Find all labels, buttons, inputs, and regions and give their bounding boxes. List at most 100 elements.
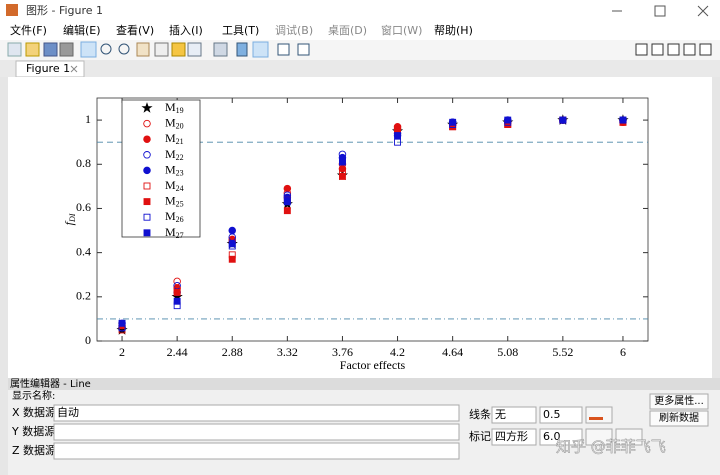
- x-tick-label: 2.88: [222, 345, 243, 359]
- y-tick-label: 0: [85, 333, 91, 347]
- legend-label: M23: [165, 162, 184, 177]
- legend-marker: [141, 102, 153, 113]
- docked-edge: [0, 77, 8, 475]
- line-color-button[interactable]: [585, 406, 613, 424]
- layout-button[interactable]: [667, 43, 680, 56]
- line-width-select[interactable]: [539, 406, 583, 424]
- field-label: Y 数据源:: [11, 424, 59, 438]
- button-label: 更多属性...: [654, 394, 704, 407]
- menu-item[interactable]: 工具(T): [222, 24, 259, 37]
- marker-edge-button[interactable]: [585, 428, 613, 446]
- marker: [173, 288, 181, 296]
- menu-item[interactable]: 查看(V): [116, 23, 154, 37]
- tool-button[interactable]: [25, 42, 40, 57]
- marker: [283, 207, 291, 215]
- tool-button[interactable]: [187, 42, 202, 57]
- legend-marker: [143, 135, 151, 143]
- field-value: 四方形: [495, 429, 528, 443]
- legend-label: M27: [165, 225, 184, 240]
- panel-title: 属性编辑器 - Line: [10, 377, 91, 390]
- legend-marker: [143, 166, 151, 175]
- marker-face-button[interactable]: [615, 428, 643, 446]
- close-button[interactable]: [697, 5, 709, 17]
- tool-button[interactable]: [154, 42, 169, 57]
- menu-item[interactable]: 编辑(E): [63, 23, 101, 37]
- layout-button[interactable]: [683, 43, 696, 56]
- legend-label: M25: [165, 193, 184, 208]
- legend-label: M22: [165, 147, 184, 162]
- menu-item[interactable]: 桌面(D): [328, 24, 367, 37]
- marker: [228, 255, 236, 263]
- maximize-button[interactable]: [654, 5, 666, 17]
- tool-button[interactable]: [136, 42, 150, 57]
- marker: [173, 297, 181, 305]
- menu-item[interactable]: 调试(B): [275, 24, 313, 37]
- tool-button[interactable]: [213, 42, 228, 57]
- layout-button[interactable]: [651, 43, 664, 56]
- more-properties-button[interactable]: [649, 393, 709, 410]
- legend-marker: [143, 151, 151, 159]
- tool-button[interactable]: [277, 43, 290, 56]
- y-source-input[interactable]: [53, 423, 460, 441]
- legend-label: M24: [165, 178, 184, 193]
- refresh-data-button[interactable]: [649, 410, 709, 427]
- field-label: X 数据源:: [12, 405, 60, 419]
- marker-size-select[interactable]: [539, 428, 583, 446]
- title-bar: [0, 0, 720, 22]
- tool-button[interactable]: [80, 41, 97, 58]
- tool-button[interactable]: [252, 41, 269, 58]
- tab-close[interactable]: [70, 65, 78, 73]
- x-tick-label: 3.76: [332, 345, 353, 359]
- line-style-select[interactable]: [491, 406, 537, 424]
- layout-button[interactable]: [635, 43, 648, 56]
- tool-button[interactable]: [43, 42, 58, 57]
- panel-header: [8, 378, 720, 390]
- layout-button[interactable]: [699, 43, 712, 56]
- marker: [504, 116, 512, 124]
- marker: [118, 319, 126, 327]
- display-name-label: 显示名称:: [12, 389, 55, 402]
- toolbar: [0, 40, 720, 60]
- field-label: 线条:: [469, 407, 495, 421]
- color-swatch: [589, 417, 603, 420]
- x-source-input[interactable]: [53, 404, 460, 422]
- marker: [559, 116, 567, 124]
- marker-select[interactable]: [491, 428, 537, 446]
- tab-strip: [0, 60, 720, 77]
- x-tick-label: 6: [620, 345, 626, 359]
- axes: 2 2.44 2.88 3.32 3.76 4.2 4.64 5.08 5.52 6 0 0.2 0.4…: [62, 97, 649, 372]
- marker: [394, 138, 401, 146]
- tool-button[interactable]: [7, 42, 22, 57]
- legend-marker: [143, 198, 151, 206]
- tool-button[interactable]: [297, 43, 310, 56]
- x-tick-label: 5.52: [552, 345, 573, 359]
- app-icon: [6, 4, 18, 16]
- tool-button[interactable]: [118, 43, 130, 55]
- marker: [338, 164, 347, 173]
- marker: [228, 240, 236, 248]
- z-source-input[interactable]: [53, 442, 460, 460]
- marker: [338, 158, 346, 166]
- y-tick-label: 0.6: [76, 200, 91, 214]
- toolbar-icons: [7, 41, 712, 58]
- x-tick-label: 2.44: [167, 345, 188, 359]
- field-label: 标记:: [469, 429, 495, 443]
- y-tick-label: 0.2: [76, 289, 91, 303]
- menu-item[interactable]: 帮助(H): [434, 23, 473, 37]
- menu-item[interactable]: 插入(I): [169, 23, 203, 37]
- menu-bar: [0, 22, 720, 40]
- tool-button[interactable]: [171, 42, 186, 57]
- menu-item[interactable]: 文件(F): [10, 23, 47, 37]
- field-value: 无: [495, 408, 506, 421]
- x-tick-label: 5.08: [497, 345, 518, 359]
- marker: [619, 116, 627, 124]
- tool-button[interactable]: [100, 43, 112, 55]
- y-tick-label: 1: [85, 112, 91, 126]
- tool-button[interactable]: [59, 42, 74, 57]
- y-tick-label: 0.8: [76, 156, 91, 170]
- watermark: 知乎 @菲菲飞飞: [556, 438, 666, 456]
- tool-button[interactable]: [236, 42, 248, 57]
- menu-item[interactable]: 窗口(W): [381, 23, 422, 37]
- legend-label: M19: [165, 100, 184, 115]
